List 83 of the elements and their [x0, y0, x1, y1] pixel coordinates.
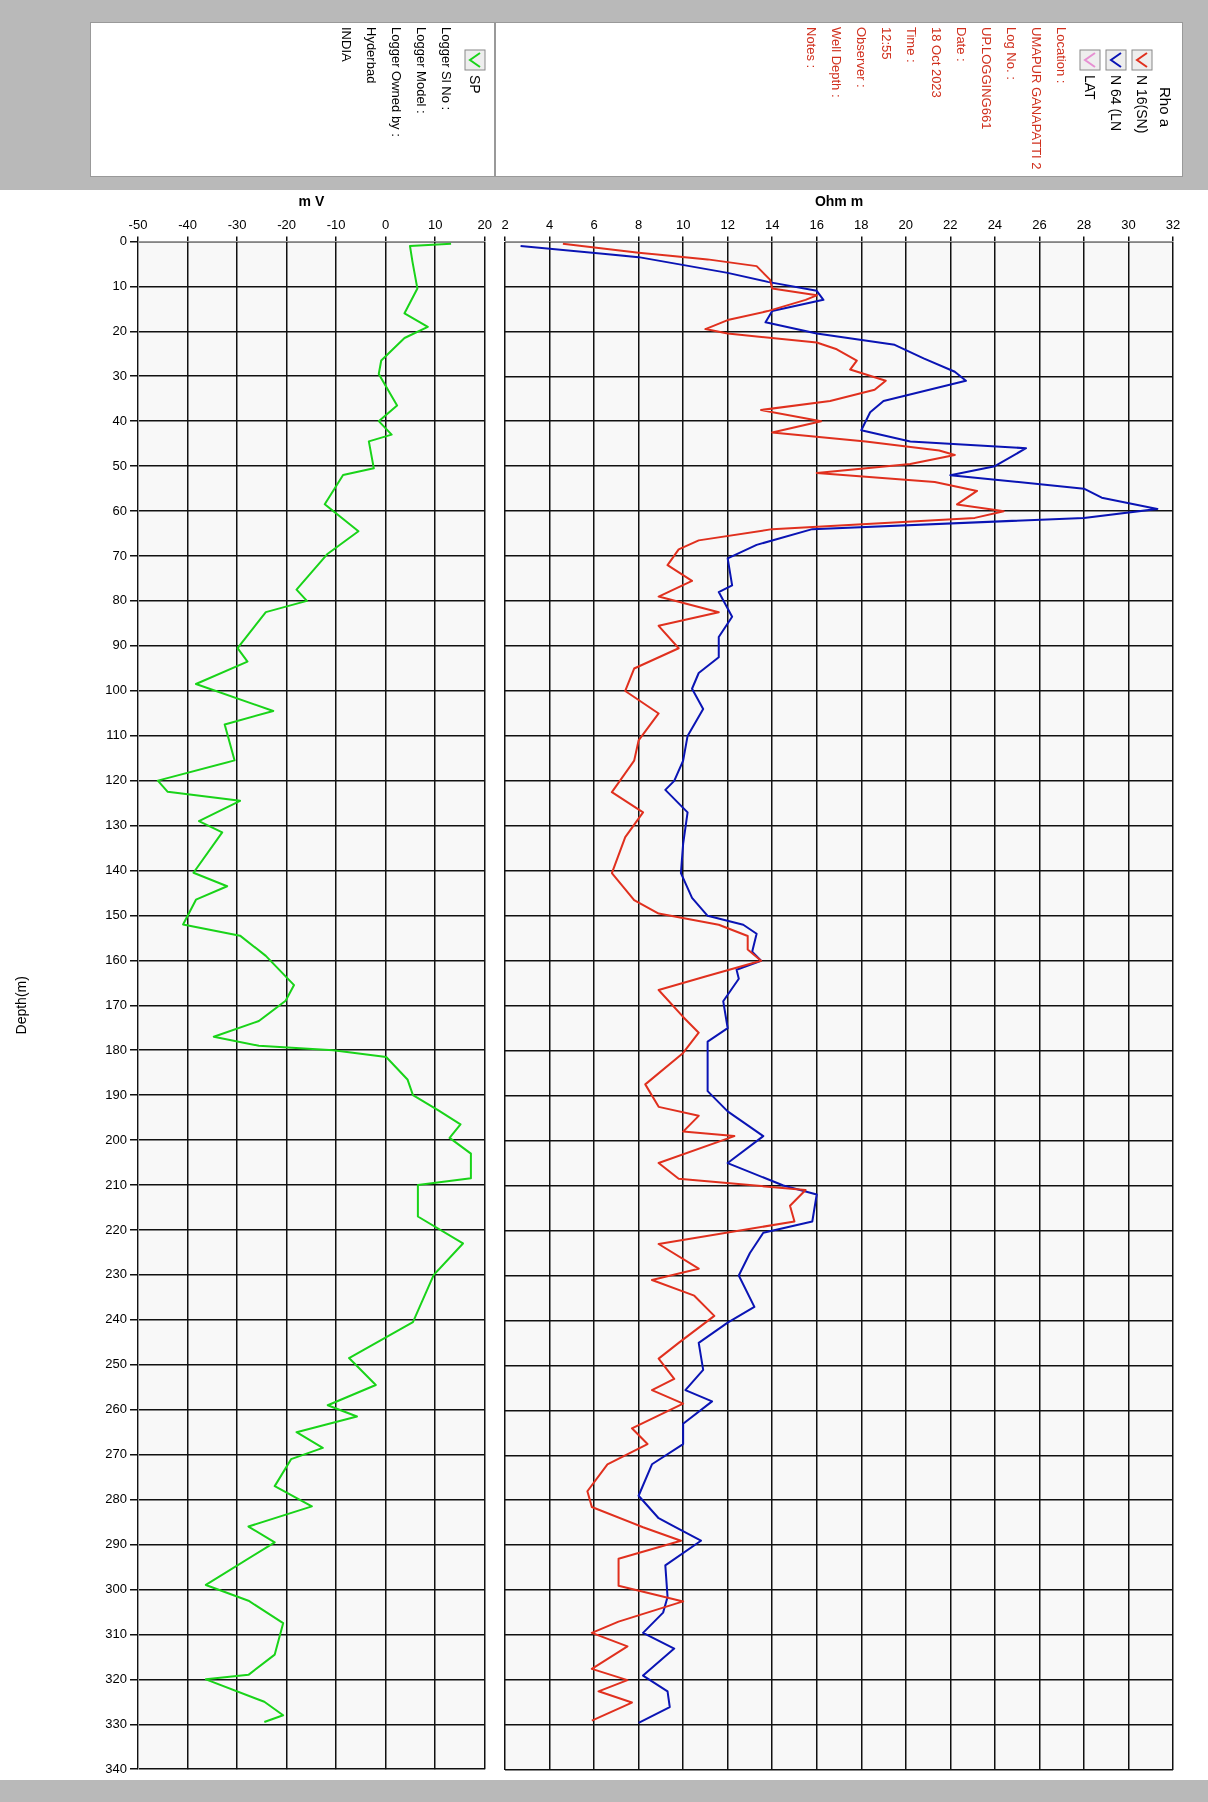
- text: INDIA: [339, 27, 354, 62]
- text: UMAPUR GANAPATTI 2: [1029, 27, 1044, 170]
- y-tick-label: 260: [105, 1401, 127, 1417]
- y-tick-label: 20: [112, 322, 127, 338]
- y-tick-label: 160: [105, 951, 127, 967]
- y-tick-label: 230: [105, 1266, 127, 1282]
- x-tick-label: 4: [545, 217, 554, 233]
- y-tick-label: 90: [112, 637, 127, 653]
- text: Location :: [1054, 27, 1069, 84]
- y-tick-label: 170: [105, 996, 127, 1012]
- x-tick-label: -40: [178, 217, 197, 233]
- x-axis-title: m V: [298, 193, 325, 210]
- y-tick-label: 60: [112, 502, 127, 518]
- y-tick-label: 40: [112, 412, 127, 428]
- y-tick-label: 320: [105, 1670, 127, 1686]
- x-tick-label: 16: [809, 217, 824, 233]
- y-tick-label: 70: [112, 547, 127, 563]
- x-tick-label: -20: [277, 217, 297, 233]
- x-tick-label: 10: [675, 217, 691, 233]
- x-tick-label: 2: [501, 217, 509, 233]
- x-tick-label: 6: [590, 217, 598, 233]
- text: Date :: [954, 27, 969, 62]
- x-tick-label: 30: [1121, 217, 1136, 233]
- y-tick-label: 190: [105, 1086, 127, 1102]
- x-tick-label: 0: [382, 217, 390, 233]
- y-tick-label: 200: [105, 1131, 127, 1147]
- text: 12:55: [879, 27, 894, 60]
- text: Log No. :: [1004, 27, 1019, 80]
- y-tick-label: 310: [105, 1625, 127, 1641]
- legend-label: N 16(SN): [1134, 75, 1150, 134]
- text: Logger Model :: [414, 27, 429, 114]
- y-tick-label: 210: [105, 1176, 127, 1192]
- text: Well Depth :: [829, 27, 844, 98]
- y-tick-label: 240: [105, 1311, 127, 1327]
- y-tick-label: 140: [105, 862, 127, 878]
- legend-label: SP: [467, 75, 483, 94]
- legend-label: LAT: [1082, 75, 1098, 100]
- legend-title: Rho a: [1157, 86, 1174, 130]
- x-tick-label: 18: [854, 217, 869, 233]
- y-tick-label: 120: [105, 772, 127, 788]
- y-tick-label: 50: [112, 457, 127, 473]
- x-axis-title: Ohm m: [814, 193, 864, 210]
- x-tick-label: 12: [720, 217, 735, 233]
- y-tick-label: 100: [105, 682, 127, 698]
- y-tick-label: 340: [105, 1760, 127, 1776]
- y-tick-label: 0: [119, 232, 127, 248]
- y-tick-label: 300: [105, 1581, 127, 1597]
- x-tick-label: 8: [634, 217, 643, 233]
- y-tick-label: 180: [105, 1041, 127, 1057]
- x-tick-label: -30: [227, 217, 247, 233]
- y-tick-label: 250: [105, 1356, 127, 1372]
- y-tick-label: 80: [112, 592, 127, 608]
- legend-label: N 64 (LN: [1108, 75, 1124, 132]
- text: Logger Owned by :: [389, 27, 404, 137]
- text: Hyderbad: [364, 27, 379, 84]
- x-tick-label: -10: [326, 217, 346, 233]
- text: Logger Sl No :: [439, 27, 454, 111]
- x-tick-label: -50: [128, 217, 148, 233]
- y-tick-label: 290: [105, 1536, 127, 1552]
- text: Observer :: [854, 27, 869, 88]
- x-tick-label: 22: [943, 217, 958, 233]
- y-tick-label: 280: [105, 1491, 127, 1507]
- text: Time :: [904, 27, 919, 63]
- text: Notes :: [804, 27, 819, 69]
- text: UP.LOGGING661: [979, 27, 994, 130]
- y-tick-label: 270: [105, 1446, 127, 1462]
- x-tick-label: 10: [428, 217, 443, 233]
- x-tick-label: 20: [898, 217, 914, 233]
- y-tick-label: 330: [105, 1715, 127, 1731]
- x-tick-label: 26: [1032, 217, 1047, 233]
- x-tick-label: 24: [987, 217, 1003, 233]
- x-tick-label: 32: [1165, 217, 1181, 233]
- y-tick-label: 10: [112, 277, 127, 293]
- y-tick-label: 220: [105, 1221, 127, 1237]
- text: 18 Oct 2023: [929, 27, 944, 98]
- x-tick-label: 28: [1076, 217, 1092, 233]
- y-tick-label: 130: [105, 817, 127, 833]
- y-axis-title: Depth(m): [13, 976, 30, 1035]
- x-tick-label: 20: [477, 217, 492, 233]
- y-tick-label: 110: [106, 727, 127, 743]
- y-tick-label: 30: [112, 367, 127, 383]
- x-tick-label: 14: [764, 217, 780, 233]
- y-tick-label: 150: [105, 907, 127, 923]
